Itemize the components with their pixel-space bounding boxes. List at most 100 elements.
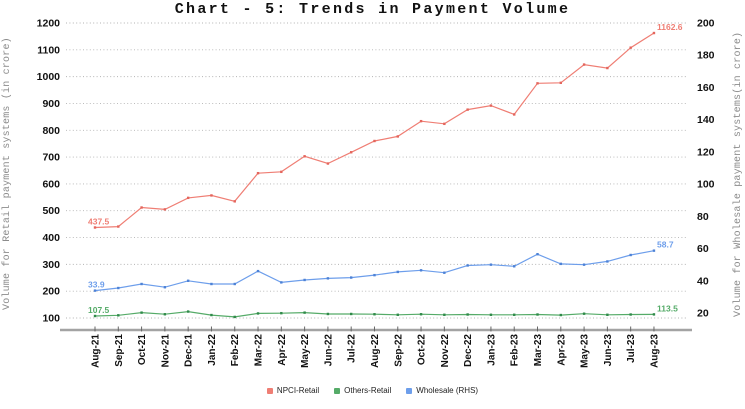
data-point-others-retail xyxy=(489,313,493,316)
data-point-npci-retail xyxy=(349,151,353,154)
data-point-wholesale-rhs xyxy=(303,278,306,282)
y-tick-label-left: 400 xyxy=(42,232,60,244)
x-tick-label: May-23 xyxy=(580,334,591,368)
x-tick-label: Oct-22 xyxy=(417,334,428,366)
data-point-npci-retail xyxy=(396,135,399,138)
data-point-npci-retail xyxy=(489,104,493,107)
x-tick-label: Aug-21 xyxy=(91,334,102,368)
data-point-wholesale-rhs xyxy=(582,263,586,266)
y-tick-label-left: 500 xyxy=(42,205,60,217)
last-point-label-wholesale-rhs: 58.7 xyxy=(657,240,674,250)
legend-label: Wholesale (RHS) xyxy=(416,386,479,395)
x-tick-label: Nov-21 xyxy=(160,334,171,368)
data-point-wholesale-rhs xyxy=(396,270,399,274)
data-point-wholesale-rhs xyxy=(210,282,213,286)
left-axis-title: Volume for Retail payment systems (in cr… xyxy=(2,37,13,311)
data-point-others-retail xyxy=(466,313,469,316)
data-point-npci-retail xyxy=(536,82,539,85)
y-tick-label-left: 1100 xyxy=(37,44,60,56)
data-point-wholesale-rhs xyxy=(349,276,353,279)
wholesale-marker-icon xyxy=(406,387,413,394)
data-point-wholesale-rhs xyxy=(652,249,656,252)
first-point-label-npci-retail: 437.5 xyxy=(88,216,110,226)
data-point-npci-retail xyxy=(210,194,213,197)
chart-title: Chart - 5: Trends in Payment Volume xyxy=(174,1,571,18)
data-point-others-retail xyxy=(117,314,120,317)
data-point-others-retail xyxy=(652,313,656,316)
data-point-others-retail xyxy=(349,312,353,316)
x-tick-label: Jan-23 xyxy=(486,334,497,366)
data-point-others-retail xyxy=(140,311,143,314)
y-tick-label-left: 300 xyxy=(42,259,60,271)
y-tick-label-right: 100 xyxy=(697,179,715,191)
x-tick-label: Jun-23 xyxy=(603,334,614,367)
data-point-wholesale-rhs xyxy=(536,252,539,256)
data-point-wholesale-rhs xyxy=(280,281,283,284)
data-point-npci-retail xyxy=(582,63,586,66)
y-tick-label-left: 1000 xyxy=(37,71,61,83)
data-point-npci-retail xyxy=(513,113,516,116)
y-tick-label-right: 20 xyxy=(697,308,709,320)
y-tick-label-left: 900 xyxy=(42,98,60,110)
data-point-others-retail xyxy=(582,312,586,315)
x-tick-label: Feb-23 xyxy=(510,334,521,367)
data-point-others-retail xyxy=(326,312,330,316)
data-point-wholesale-rhs xyxy=(233,282,236,286)
data-point-npci-retail xyxy=(606,66,609,70)
data-point-npci-retail xyxy=(326,162,330,165)
data-point-npci-retail xyxy=(233,200,236,203)
data-point-npci-retail xyxy=(280,170,283,174)
y-tick-label-right: 200 xyxy=(697,18,715,30)
x-tick-label: Oct-21 xyxy=(137,334,148,366)
x-tick-label: Mar-22 xyxy=(254,334,265,367)
data-point-npci-retail xyxy=(466,108,469,111)
data-point-wholesale-rhs xyxy=(186,279,190,282)
right-axis-title: Volume for Wholesale payment systems(in … xyxy=(733,31,744,317)
data-point-wholesale-rhs xyxy=(163,286,167,289)
data-point-npci-retail xyxy=(117,225,120,228)
legend: NPCI-Retail Others-Retail Wholesale (RHS… xyxy=(0,386,745,395)
x-tick-label: Jul-23 xyxy=(626,334,637,363)
data-point-wholesale-rhs xyxy=(117,286,120,290)
data-point-others-retail xyxy=(163,313,167,316)
data-point-wholesale-rhs xyxy=(140,282,143,286)
y-tick-label-left: 800 xyxy=(42,125,60,137)
data-point-npci-retail xyxy=(256,171,260,175)
data-point-others-retail xyxy=(606,313,609,316)
data-point-others-retail xyxy=(233,315,236,319)
data-point-others-retail xyxy=(210,313,213,317)
y-tick-label-left: 100 xyxy=(42,313,60,325)
data-point-others-retail xyxy=(513,313,516,316)
data-point-npci-retail xyxy=(559,81,562,85)
x-tick-label: May-22 xyxy=(300,334,311,368)
legend-label: NPCI-Retail xyxy=(276,386,320,395)
data-point-wholesale-rhs xyxy=(373,273,376,277)
x-tick-label: Aug-23 xyxy=(649,334,660,368)
first-point-label-others-retail: 107.5 xyxy=(88,305,110,315)
data-point-wholesale-rhs xyxy=(466,264,469,267)
data-point-others-retail xyxy=(280,311,283,315)
y-tick-label-right: 160 xyxy=(697,82,715,94)
y-tick-label-right: 140 xyxy=(697,114,715,126)
legend-item-others-retail: Others-Retail xyxy=(334,386,391,395)
data-point-npci-retail xyxy=(629,46,632,49)
data-point-npci-retail xyxy=(373,139,376,143)
y-tick-label-left: 1200 xyxy=(37,18,61,30)
data-point-wholesale-rhs xyxy=(93,289,97,292)
x-tick-label: Apr-22 xyxy=(277,334,288,366)
y-tick-label-left: 600 xyxy=(42,178,60,190)
first-point-label-wholesale-rhs: 33.9 xyxy=(88,280,105,290)
others-retail-marker-icon xyxy=(334,387,341,394)
y-tick-label-right: 120 xyxy=(697,146,715,158)
y-tick-label-left: 200 xyxy=(42,286,60,298)
data-point-npci-retail xyxy=(443,122,446,126)
data-point-wholesale-rhs xyxy=(606,260,609,263)
y-tick-label-right: 60 xyxy=(697,243,709,255)
x-tick-label: Aug-22 xyxy=(370,334,381,368)
data-point-wholesale-rhs xyxy=(419,269,423,272)
data-point-npci-retail xyxy=(163,208,167,211)
x-tick-label: Dec-21 xyxy=(184,334,195,367)
legend-item-wholesale: Wholesale (RHS) xyxy=(406,386,478,395)
